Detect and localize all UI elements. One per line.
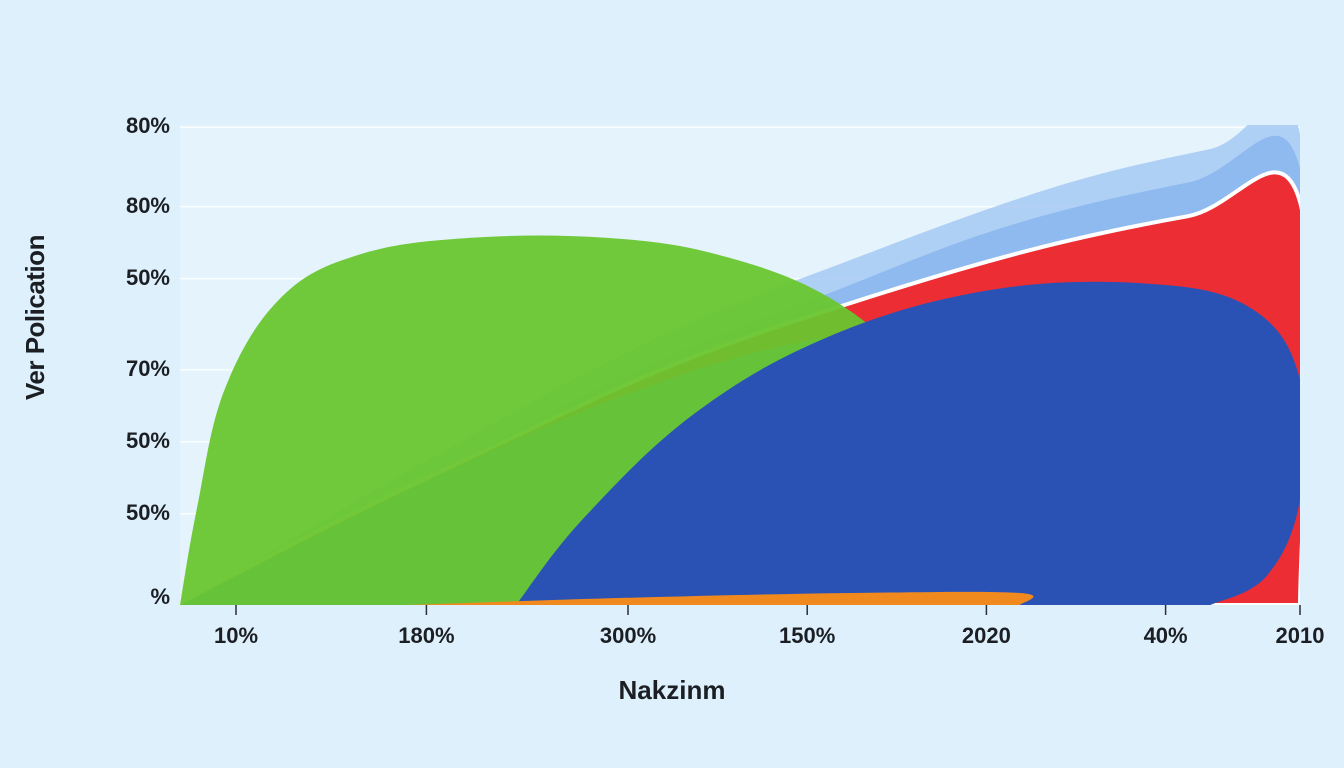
plot-svg <box>0 0 1344 768</box>
y-tick-label: 50% <box>110 265 170 291</box>
y-tick-label: 70% <box>110 356 170 382</box>
x-axis-label: Nakzinm <box>0 675 1344 706</box>
x-tick-label: 40% <box>1126 623 1206 649</box>
y-tick-label: 50% <box>110 428 170 454</box>
x-tick-label: 300% <box>588 623 668 649</box>
x-tick-label: 2020 <box>946 623 1026 649</box>
x-tick-label: 2010 <box>1260 623 1340 649</box>
y-tick-label: 80% <box>110 193 170 219</box>
x-tick-label: 150% <box>767 623 847 649</box>
y-tick-label: 50% <box>110 500 170 526</box>
x-tick-label: 10% <box>196 623 276 649</box>
x-tick-label: 180% <box>386 623 466 649</box>
area-chart: { "chart": { "type": "area", "canvas": {… <box>0 0 1344 768</box>
y-axis-label: Ver Polication <box>20 235 51 400</box>
y-tick-label: % <box>110 584 170 610</box>
y-tick-label: 80% <box>110 113 170 139</box>
